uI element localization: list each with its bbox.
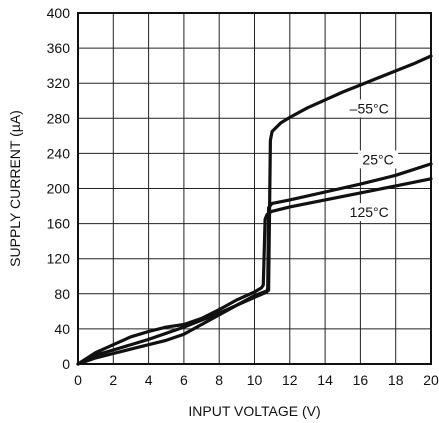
series-label-background [349, 99, 390, 118]
series-label-0: –55°C [350, 101, 389, 117]
series-lines [76, 54, 433, 366]
x-tick-label: 8 [215, 372, 223, 388]
series-line-1 [76, 162, 433, 366]
series-label-background [346, 203, 393, 222]
y-axis-title: SUPPLY CURRENT (µA) [7, 110, 23, 267]
y-tick-label: 200 [47, 181, 71, 197]
y-tick-label: 40 [54, 321, 70, 337]
x-tick-label: 2 [109, 372, 117, 388]
x-axis-title: INPUT VOLTAGE (V) [188, 403, 320, 419]
y-tick-label: 320 [47, 75, 71, 91]
plot-frame [77, 12, 432, 365]
y-tick-label: 160 [47, 216, 71, 232]
x-tick-label: 18 [388, 372, 404, 388]
series-labels: –55°C 25°C 125°C [346, 99, 399, 222]
y-tick-labels: 0 40 80 120 160 200 240 280 320 360 400 [47, 5, 71, 372]
y-tick-label: 80 [54, 286, 70, 302]
x-tick-label: 6 [180, 372, 188, 388]
y-tick-label: 120 [47, 251, 71, 267]
x-tick-label: 10 [247, 372, 263, 388]
y-tick-label: 360 [47, 40, 71, 56]
series-label-2: 125°C [350, 204, 389, 220]
x-tick-label: 16 [353, 372, 369, 388]
series-line-2 [76, 177, 433, 366]
grid [78, 13, 431, 364]
x-tick-labels: 0 2 4 6 8 10 12 14 16 18 20 [74, 372, 439, 388]
series-label-background [358, 150, 399, 169]
x-tick-label: 4 [145, 372, 153, 388]
y-tick-label: 240 [47, 145, 71, 161]
x-tick-label: 0 [74, 372, 82, 388]
series-label-1: 25°C [362, 151, 393, 167]
y-tick-label: 400 [47, 5, 71, 21]
y-tick-label: 0 [62, 356, 70, 372]
x-tick-label: 14 [317, 372, 333, 388]
y-tick-label: 280 [47, 110, 71, 126]
x-tick-label: 20 [423, 372, 439, 388]
x-tick-label: 12 [282, 372, 298, 388]
